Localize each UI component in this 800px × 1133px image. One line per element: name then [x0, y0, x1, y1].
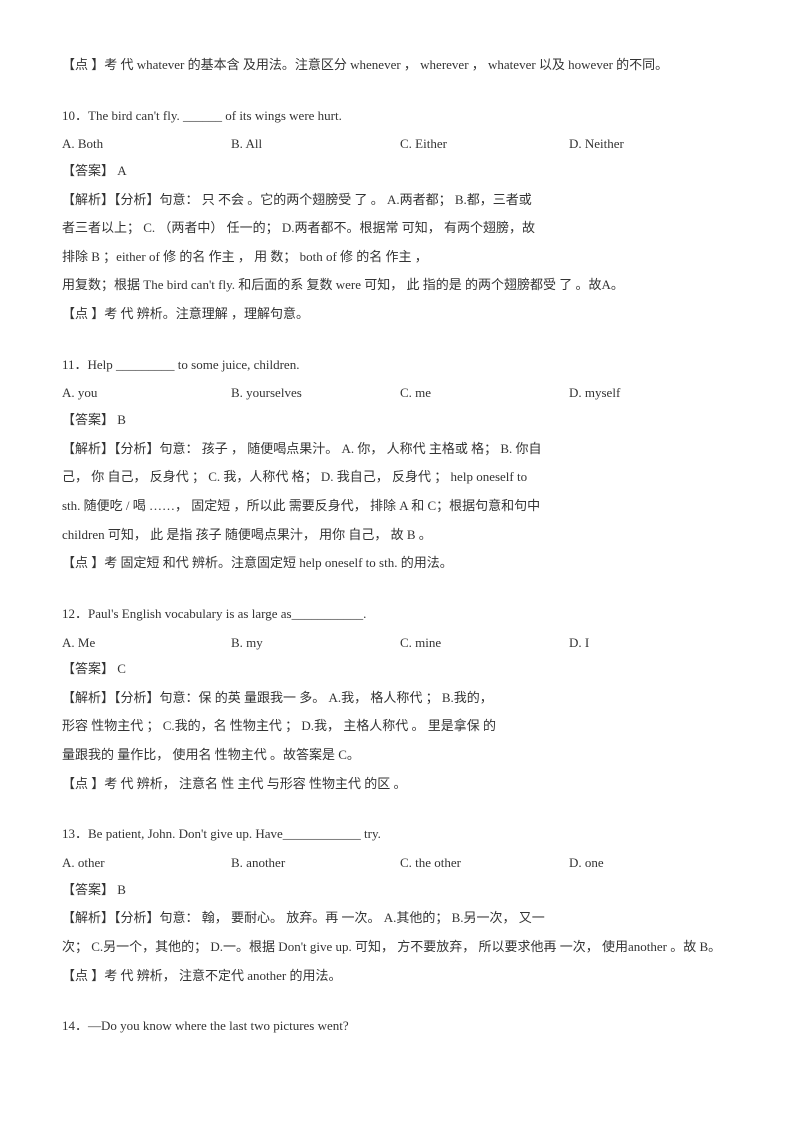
q11-opt-b: B. yourselves: [231, 380, 400, 407]
q11-opt-c: C. me: [400, 380, 569, 407]
q14-question: 14．—Do you know where the last two pictu…: [62, 1013, 738, 1040]
q11-opt-a: A. you: [62, 380, 231, 407]
q10-exp-1: 【解析】【分析】句意： 只 不会 。它的两个翅膀受 了 。 A.两者都； B.都…: [62, 187, 738, 214]
q12-question: 12．Paul's English vocabulary is as large…: [62, 601, 738, 628]
q13-opt-a: A. other: [62, 850, 231, 877]
q11-exp-5: 【点 】考 固定短 和代 辨析。注意固定短 help oneself to st…: [62, 550, 738, 577]
q10-opt-d: D. Neither: [569, 131, 738, 158]
q10-exp-5: 【点 】考 代 辨析。注意理解 ，理解句意。: [62, 301, 738, 328]
q12-exp-3: 量跟我的 量作比， 使用名 性物主代 。故答案是 C。: [62, 742, 738, 769]
q11-exp-4: children 可知， 此 是指 孩子 随便喝点果汁， 用你 自己， 故 B …: [62, 522, 738, 549]
q11-opt-d: D. myself: [569, 380, 738, 407]
q13-options: A. other B. another C. the other D. one: [62, 850, 738, 877]
q12-exp-1: 【解析】【分析】句意：保 的英 量跟我一 多。 A.我， 格人称代 ； B.我的…: [62, 685, 738, 712]
q11-options: A. you B. yourselves C. me D. myself: [62, 380, 738, 407]
q12-opt-d: D. I: [569, 630, 738, 657]
q10-options: A. Both B. All C. Either D. Neither: [62, 131, 738, 158]
q10-answer: 【答案】 A: [62, 158, 738, 185]
q11-question: 11．Help _________ to some juice, childre…: [62, 352, 738, 379]
q12-opt-a: A. Me: [62, 630, 231, 657]
q11-exp-2: 己， 你 自己， 反身代 ； C. 我，人称代 格； D. 我自己， 反身代 ；…: [62, 464, 738, 491]
q13-answer: 【答案】 B: [62, 877, 738, 904]
q10-question: 10．The bird can't fly. ______ of its win…: [62, 103, 738, 130]
q10-opt-c: C. Either: [400, 131, 569, 158]
q10-exp-3: 排除 B ；either of 修 的名 作主 ， 用 数； both of 修…: [62, 244, 738, 271]
q13-exp-3: 【点 】考 代 辨析， 注意不定代 another 的用法。: [62, 963, 738, 990]
q10-exp-4: 用复数；根据 The bird can't fly. 和后面的系 复数 were…: [62, 272, 738, 299]
q11-exp-3: sth. 随便吃 / 喝 ……， 固定短 ，所以此 需要反身代， 排除 A 和 …: [62, 493, 738, 520]
q13-opt-c: C. the other: [400, 850, 569, 877]
q10-opt-b: B. All: [231, 131, 400, 158]
q12-exp-2: 形容 性物主代 ； C.我的，名 性物主代 ； D.我， 主格人称代 。 里是拿…: [62, 713, 738, 740]
q11-exp-1: 【解析】【分析】句意： 孩子 ， 随便喝点果汁。 A. 你， 人称代 主格或 格…: [62, 436, 738, 463]
q11-answer: 【答案】 B: [62, 407, 738, 434]
q12-answer: 【答案】 C: [62, 656, 738, 683]
q12-opt-b: B. my: [231, 630, 400, 657]
q12-opt-c: C. mine: [400, 630, 569, 657]
q10-exp-2: 者三者以上； C. （两者中） 任一的； D.两者都不。根据常 可知， 有两个翅…: [62, 215, 738, 242]
q12-exp-4: 【点 】考 代 辨析， 注意名 性 主代 与形容 性物主代 的区 。: [62, 771, 738, 798]
q13-exp-1: 【解析】【分析】句意： 翰， 要耐心。 放弃。再 一次。 A.其他的； B.另一…: [62, 905, 738, 932]
q12-options: A. Me B. my C. mine D. I: [62, 630, 738, 657]
q13-question: 13．Be patient, John. Don't give up. Have…: [62, 821, 738, 848]
q13-exp-2: 次； C.另一个，其他的； D.一。根据 Don't give up. 可知， …: [62, 934, 738, 961]
q13-opt-d: D. one: [569, 850, 738, 877]
q13-opt-b: B. another: [231, 850, 400, 877]
intro-text: 【点 】考 代 whatever 的基本含 及用法。注意区分 whenever …: [62, 52, 738, 79]
q10-opt-a: A. Both: [62, 131, 231, 158]
